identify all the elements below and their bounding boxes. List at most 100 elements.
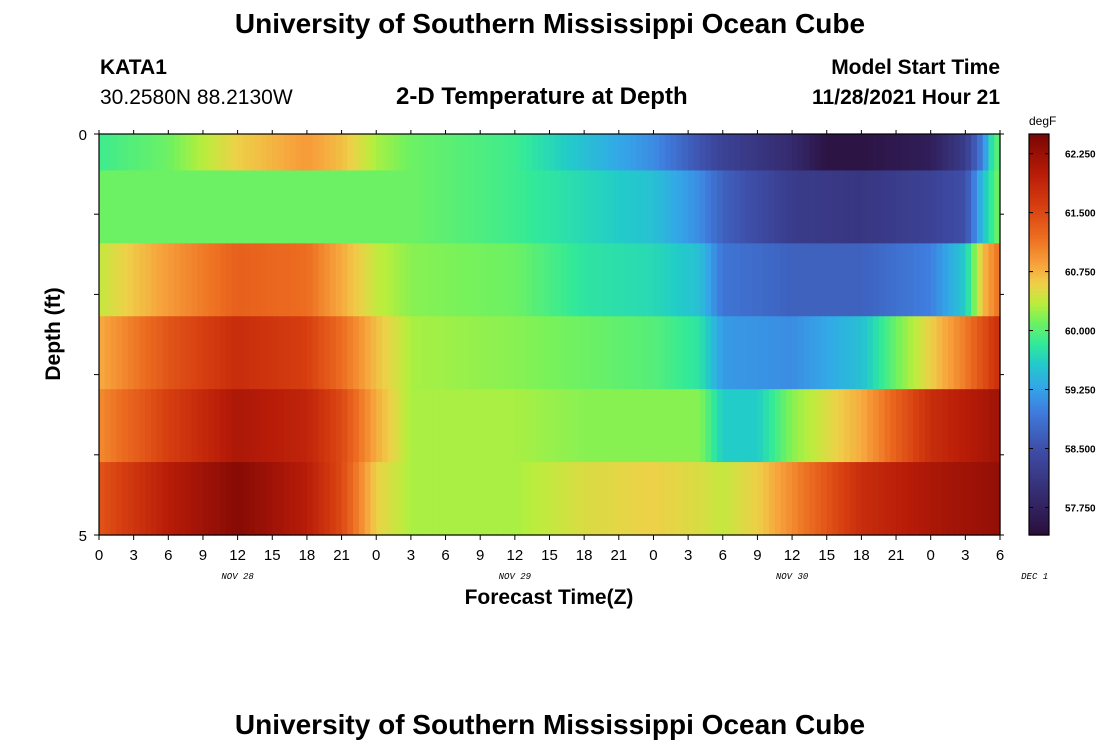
colorbar-swatch <box>1029 456 1049 460</box>
colorbar-swatch <box>1029 512 1049 516</box>
heatmap-cell <box>797 316 805 390</box>
colorbar-swatch <box>1029 368 1049 372</box>
colorbar-swatch <box>1029 364 1049 368</box>
heatmap-cell <box>514 243 522 317</box>
colorbar-swatch <box>1029 184 1049 187</box>
colorbar-swatch <box>1029 366 1049 370</box>
heatmap-cell <box>191 243 198 317</box>
colorbar-swatch <box>1029 416 1049 420</box>
heatmap-cell <box>745 170 753 244</box>
colorbar-swatch <box>1029 320 1049 324</box>
heatmap-cell <box>976 170 984 244</box>
colorbar-swatch <box>1029 462 1049 466</box>
heatmap-cell <box>607 389 614 463</box>
heatmap-cell <box>156 170 164 244</box>
heatmap-cell <box>485 316 493 390</box>
heatmap-cell <box>780 134 787 172</box>
heatmap-cell <box>901 316 909 390</box>
heatmap-cell <box>936 170 943 244</box>
heatmap-cell <box>514 134 522 172</box>
colorbar-swatch <box>1029 392 1049 396</box>
colorbar-swatch <box>1029 398 1049 402</box>
heatmap-cell <box>665 243 672 317</box>
heatmap-cell <box>901 134 909 172</box>
heatmap-cell <box>844 170 851 244</box>
heatmap-cell <box>630 243 637 317</box>
heatmap-cell <box>676 170 683 244</box>
heatmap-cell <box>740 389 747 463</box>
heatmap-cell <box>514 389 522 463</box>
colorbar-swatch <box>1029 522 1049 526</box>
heatmap-cell <box>693 462 701 536</box>
colorbar-swatch <box>1029 312 1049 316</box>
heatmap-cell <box>376 389 383 463</box>
heatmap-cell <box>653 462 660 536</box>
heatmap-cell <box>705 170 712 244</box>
colorbar-swatch <box>1029 240 1049 243</box>
heatmap-cell <box>358 170 366 244</box>
colorbar-swatch <box>1029 164 1049 167</box>
heatmap-cell <box>838 134 845 172</box>
heatmap-cell <box>982 134 990 172</box>
heatmap-cell <box>514 170 522 244</box>
heatmap-cell <box>711 389 718 463</box>
heatmap-cell <box>231 462 239 536</box>
heatmap-cell <box>370 243 377 317</box>
heatmap-cell <box>451 389 458 463</box>
heatmap-cell <box>549 134 556 172</box>
colorbar-swatch <box>1029 448 1049 452</box>
heatmap-cell <box>595 462 603 536</box>
heatmap-cell <box>393 462 400 536</box>
heatmap-cell <box>549 462 556 536</box>
heatmap-cell <box>624 389 631 463</box>
heatmap-cell <box>815 462 822 536</box>
heatmap-cell <box>682 462 689 536</box>
heatmap-cell <box>260 170 268 244</box>
heatmap-cell <box>226 389 233 463</box>
heatmap-cell <box>734 134 741 172</box>
heatmap-cell <box>110 134 117 172</box>
heatmap-cell <box>272 243 279 317</box>
colorbar-swatch <box>1029 282 1049 285</box>
heatmap-cell <box>555 316 562 390</box>
x-tick-label: 21 <box>888 547 905 564</box>
heatmap-cell <box>237 462 244 536</box>
heatmap-cell <box>353 243 360 317</box>
heatmap-cell <box>855 462 862 536</box>
heatmap-cell <box>982 170 990 244</box>
heatmap-cell <box>491 170 499 244</box>
colorbar-swatch <box>1029 446 1049 450</box>
colorbar-swatch <box>1029 304 1049 308</box>
heatmap-cell <box>202 243 210 317</box>
heatmap-cell <box>844 316 851 390</box>
colorbar-swatch <box>1029 256 1049 259</box>
heatmap-cell <box>676 134 683 172</box>
heatmap-cell <box>768 316 776 390</box>
heatmap-cell <box>636 389 643 463</box>
heatmap-cell <box>312 134 320 172</box>
heatmap-cell <box>162 389 169 463</box>
heatmap-cell <box>243 170 250 244</box>
colorbar-swatch <box>1029 400 1049 404</box>
heatmap-cell <box>849 462 857 536</box>
heatmap-cell <box>722 170 730 244</box>
heatmap-cell <box>122 462 129 536</box>
heatmap-cell <box>774 134 782 172</box>
x-tick-label: 0 <box>95 547 103 564</box>
heatmap-cell <box>613 170 620 244</box>
heatmap-cell <box>110 389 117 463</box>
model-start-label: Model Start Time <box>831 56 1000 79</box>
heatmap-cell <box>578 170 585 244</box>
heatmap-cell <box>607 316 614 390</box>
heatmap-cell <box>451 462 458 536</box>
heatmap-cell <box>953 389 961 463</box>
heatmap-cell <box>99 134 106 172</box>
heatmap-cell <box>636 170 643 244</box>
heatmap-cell <box>561 316 568 390</box>
heatmap-cell <box>416 243 424 317</box>
heatmap-cell <box>162 316 169 390</box>
colorbar-swatch <box>1029 440 1049 444</box>
heatmap-cell <box>439 170 447 244</box>
colorbar-swatch <box>1029 384 1049 388</box>
heatmap-cell <box>797 170 805 244</box>
